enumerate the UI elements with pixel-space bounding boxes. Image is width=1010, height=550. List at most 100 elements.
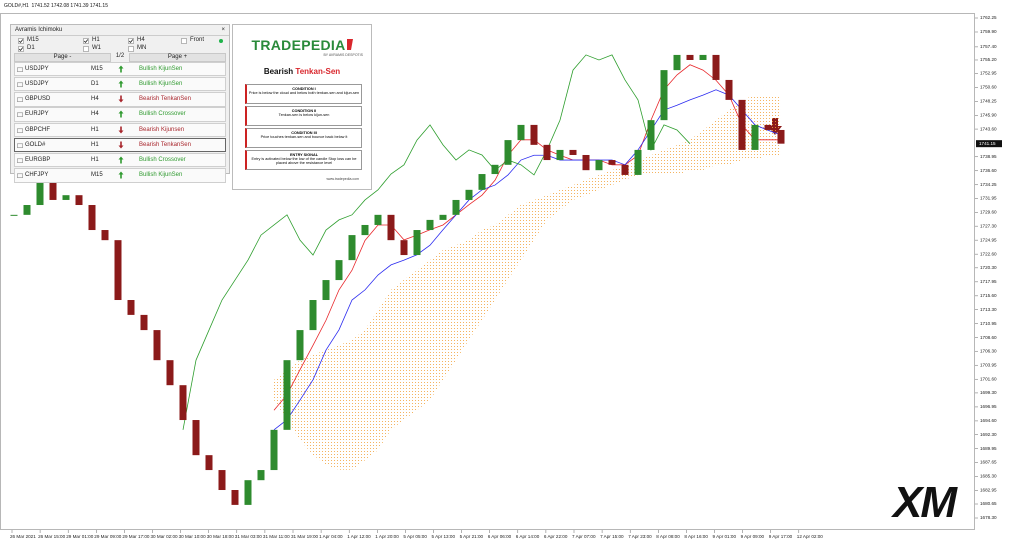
signal-row[interactable]: USDJPY D1 Bullish KijunSen [14, 76, 226, 92]
candle [153, 330, 161, 361]
candle [621, 164, 629, 175]
checkbox[interactable]: D1 [18, 45, 35, 52]
checkbox[interactable]: H1 [83, 37, 100, 44]
checkbox[interactable]: W1 [83, 45, 101, 52]
page-next[interactable]: Page + [129, 53, 226, 62]
condition-text: Entry is activated below the low of the … [251, 157, 357, 165]
checkbox[interactable]: M15 [18, 37, 39, 44]
signal: Bearish Kijunsen [139, 126, 185, 133]
signal-row[interactable]: GOLD# H1 Bearish TenkanSen [14, 137, 226, 153]
close-button[interactable]: × [221, 27, 225, 33]
checkbox-label: MN [137, 45, 147, 51]
checkbox[interactable]: Front [181, 37, 204, 44]
candle [777, 129, 785, 144]
checkbox-box[interactable] [18, 37, 24, 44]
trend-arrow [118, 110, 124, 118]
last-price-label: 1741.15 [979, 141, 996, 146]
timeframe: H4 [91, 96, 99, 103]
y-tick-label: 1748.25 [980, 99, 997, 104]
ichimoku-cloud [274, 95, 781, 470]
folder-icon [17, 67, 23, 72]
candle [179, 385, 187, 421]
candle [114, 240, 122, 301]
checkbox-box[interactable] [83, 37, 89, 44]
card-heading: Bearish Tenkan-Sen [233, 67, 371, 76]
y-tick-label: 1727.30 [980, 223, 997, 228]
y-tick-label: 1762.25 [980, 15, 997, 20]
condition-text: Price is below the cloud and below both … [248, 91, 360, 95]
candle [764, 124, 772, 130]
candle [712, 54, 720, 80]
last-price-box [976, 140, 1002, 148]
folder-icon [17, 128, 23, 133]
checkbox-label: Front [190, 37, 205, 43]
x-tick-label: 8 Apr 16:00 [684, 534, 708, 539]
candle [244, 480, 252, 505]
x-tick-label: 9 Apr 17:00 [769, 534, 793, 539]
signal: Bullish Crossover [139, 156, 186, 163]
condition-title: CONDITION II [291, 109, 317, 113]
plot-frame [0, 13, 975, 530]
candle [686, 54, 694, 60]
x-tick-label: 5 Apr 13:00 [432, 534, 456, 539]
x-tick-label: 1 Apr 04:00 [319, 534, 343, 539]
checkbox-box[interactable] [128, 45, 134, 52]
symbol: USDJPY [25, 80, 49, 87]
candle [49, 180, 57, 200]
checkbox-row: D1 W1 MN [11, 44, 229, 52]
candle [517, 124, 525, 141]
y-tick-label: 1680.65 [980, 501, 997, 506]
signal-row[interactable]: CHFJPY M15 Bullish KijunSen [14, 168, 226, 183]
brand-text: TRADEPEDIA [251, 37, 346, 53]
candle [426, 219, 434, 231]
y-tick-label: 1757.40 [980, 44, 997, 49]
folder-icon [17, 112, 23, 118]
checkbox-label: H1 [92, 37, 100, 43]
y-tick-label: 1689.95 [980, 446, 997, 451]
folder-icon [17, 97, 23, 103]
page-prev[interactable]: Page - [14, 53, 111, 62]
signal-row[interactable]: GBPCHF H1 Bearish Kijunsen [14, 122, 226, 137]
candle [127, 300, 135, 315]
signal-row[interactable]: EURJPY H4 Bullish Crossover [14, 107, 226, 122]
candle [387, 214, 395, 241]
y-tick-label: 1678.30 [980, 515, 997, 520]
symbol: GBPCHF [25, 126, 51, 133]
x-tick-label: 9 Apr 01:00 [713, 534, 737, 539]
x-tick-label: 30 Mar 18:00 [207, 534, 235, 539]
checkbox-box[interactable] [181, 37, 187, 44]
x-tick-label: 26 Mar 15:00 [38, 534, 66, 539]
candle [634, 149, 642, 175]
brand: TRADEPEDIA [233, 37, 371, 53]
checkbox[interactable]: H4 [128, 37, 145, 44]
checkbox-row: M15 H1 H4 Front [11, 36, 229, 44]
symbol: EURGBP [25, 156, 51, 163]
checkbox-box[interactable] [18, 45, 24, 52]
candle [335, 260, 343, 281]
signal-row[interactable]: USDJPY M15 Bullish KijunSen [14, 61, 226, 77]
y-tick-label: 1682.95 [980, 488, 997, 493]
signal: Bullish KijunSen [139, 172, 183, 179]
trend-arrow [118, 95, 124, 103]
candle [257, 470, 265, 481]
y-tick-label: 1708.60 [980, 335, 997, 340]
candle [595, 160, 603, 171]
signal-row[interactable]: EURGBP H1 Bullish Crossover [14, 152, 226, 168]
x-tick-label: 9 Apr 09:00 [741, 534, 765, 539]
y-tick-label: 1687.65 [980, 460, 997, 465]
checkbox-box[interactable] [83, 45, 89, 52]
signal-row[interactable]: GBPUSD H4 Bearish TenkanSen [14, 92, 226, 107]
y-tick-label: 1696.95 [980, 404, 997, 409]
checkbox-box[interactable] [128, 37, 134, 44]
checkbox[interactable]: MN [128, 45, 146, 52]
card-footer: www.tradepedia.com [326, 177, 360, 181]
candle [166, 360, 174, 386]
condition-box: ENTRY SIGNAL Entry is activated below the… [245, 150, 362, 170]
x-tick-label: 5 Apr 05:00 [403, 534, 427, 539]
x-tick-label: 8 Apr 08:00 [656, 534, 680, 539]
folder-icon [17, 143, 23, 148]
x-tick-label: 31 Mar 19:00 [291, 534, 319, 539]
candle [140, 314, 148, 331]
trend-arrow [118, 126, 124, 134]
